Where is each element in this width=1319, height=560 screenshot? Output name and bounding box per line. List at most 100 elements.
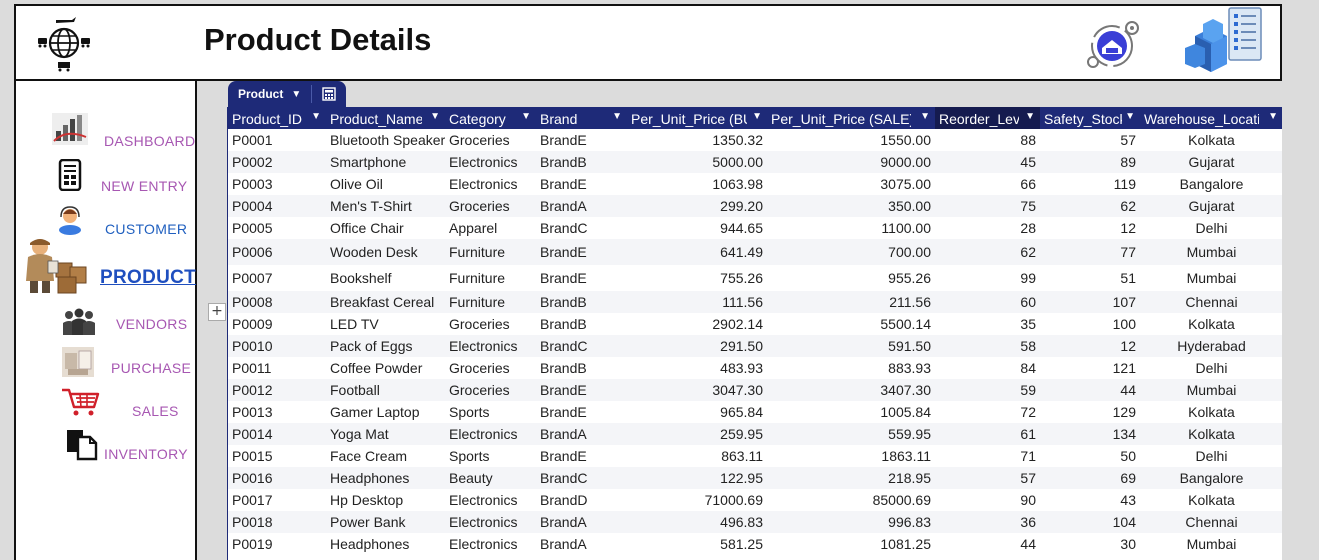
- chevron-down-icon[interactable]: ▼: [311, 111, 321, 122]
- table-cell-price-sale: 1550.00: [880, 132, 931, 148]
- table-cell-warehouse-location: Delhi: [1195, 360, 1228, 376]
- table-cell-product-id: P0005: [232, 220, 273, 236]
- table-cell-warehouse-location: Delhi: [1195, 448, 1228, 464]
- tab-divider: [311, 85, 313, 103]
- table-cell-product-name: Coffee Powder: [330, 360, 423, 376]
- sidebar-item-inventory[interactable]: INVENTORY: [16, 429, 197, 469]
- table-row[interactable]: P0008 Breakfast Cereal Furniture BrandB 111.…: [228, 291, 1282, 313]
- expand-button[interactable]: +: [208, 303, 226, 321]
- sidebar-item-new-entry[interactable]: NEW ENTRY: [16, 157, 197, 197]
- table-cell-brand: BrandE: [536, 379, 627, 401]
- table-cell-product-name: Men's T-Shirt: [326, 195, 445, 217]
- table-cell-brand: BrandD: [540, 492, 588, 508]
- table-cell-price-buy: 641.49: [627, 239, 767, 265]
- table-row[interactable]: P0006 Wooden Desk Furniture BrandE 641.49 700…: [228, 239, 1282, 265]
- chevron-down-icon[interactable]: ▼: [521, 111, 531, 122]
- chevron-down-icon[interactable]: ▼: [752, 111, 762, 122]
- table-row[interactable]: P0007 Bookshelf Furniture BrandE 755.26 955.2…: [228, 265, 1282, 291]
- table-cell-warehouse-location: Mumbai: [1186, 270, 1237, 286]
- table-row[interactable]: P0017 Hp Desktop Electronics BrandD 71000.69…: [228, 489, 1282, 511]
- table-row[interactable]: P0011 Coffee Powder Groceries BrandB 483.93 8…: [228, 357, 1282, 379]
- column-header-label: Per_Unit_Price (SALE): [771, 110, 911, 127]
- table-cell-product-name: Bookshelf: [330, 270, 392, 286]
- chevron-down-icon[interactable]: ▼: [430, 111, 440, 122]
- tab-product[interactable]: Product ▼: [228, 81, 311, 107]
- column-header-product-name[interactable]: Product_Name ▼: [326, 107, 445, 129]
- table-cell-product-name: Breakfast Cereal: [326, 291, 445, 313]
- table-cell-safety-stock: 30: [1120, 536, 1136, 552]
- column-header-label: Safety_Stock: [1044, 110, 1122, 127]
- table-row[interactable]: P0016 Headphones Beauty BrandC 122.95 218.95 5…: [228, 467, 1282, 489]
- table-cell-product-id: P0019: [232, 536, 273, 552]
- table-row[interactable]: P0012 Football Groceries BrandE 3047.30 3407.…: [228, 379, 1282, 401]
- table-cell-price-sale: 85000.69: [872, 492, 931, 508]
- column-header-reorder-level[interactable]: Reorder_Level ▼: [935, 107, 1040, 129]
- chevron-down-icon[interactable]: ▼: [1125, 111, 1135, 122]
- table-cell-reorder-level: 84: [1020, 360, 1036, 376]
- table-cell-category: Sports: [449, 404, 490, 420]
- table-row[interactable]: P0014 Yoga Mat Electronics BrandA 259.95 559.…: [228, 423, 1282, 445]
- table-cell-product-name: Smartphone: [326, 151, 445, 173]
- table-cell-reorder-level: 35: [1020, 316, 1036, 332]
- sidebar-item-purchase[interactable]: PURCHASE: [16, 347, 197, 387]
- column-header-price-buy[interactable]: Per_Unit_Price (BUY) ▼: [627, 107, 767, 129]
- table-row[interactable]: P0013 Gamer Laptop Sports BrandE 965.84 1005.…: [228, 401, 1282, 423]
- sidebar-item-customer[interactable]: CUSTOMER: [16, 201, 197, 241]
- chevron-down-icon[interactable]: ▼: [1025, 111, 1035, 122]
- table-cell-price-sale: 218.95: [767, 467, 935, 489]
- table-cell-warehouse-location: Mumbai: [1140, 239, 1282, 265]
- table-cell-price-buy: 122.95: [627, 467, 767, 489]
- table-cell-safety-stock: 104: [1040, 511, 1140, 533]
- column-header-price-sale[interactable]: Per_Unit_Price (SALE) ▼: [767, 107, 935, 129]
- table-cell-reorder-level: 36: [935, 511, 1040, 533]
- table-row[interactable]: P0009 LED TV Groceries BrandB 2902.14 5500.14…: [228, 313, 1282, 335]
- table-row[interactable]: P0015 Face Cream Sports BrandE 863.11 1863.11…: [228, 445, 1282, 467]
- table-cell-safety-stock: 69: [1040, 467, 1140, 489]
- sidebar-item-dashboard[interactable]: DASHBOARD: [16, 111, 197, 151]
- table-cell-product-id: P0003: [232, 176, 273, 192]
- sidebar-item-label: NEW ENTRY: [101, 178, 188, 194]
- chevron-down-icon[interactable]: ▼: [1268, 111, 1278, 122]
- table-cell-category: Groceries: [445, 195, 536, 217]
- table-cell-product-id: P0015: [232, 448, 273, 464]
- calculator-button[interactable]: [312, 81, 346, 107]
- table-cell-price-sale: 1863.11: [881, 448, 931, 464]
- table-header-row: Product_ID ▼ Product_Name ▼ Category ▼ Brand ▼ P…: [228, 107, 1282, 129]
- table-cell-product-id: P0006: [228, 239, 326, 265]
- column-header-warehouse-location[interactable]: Warehouse_Location ▼: [1140, 107, 1282, 129]
- global-logistics-logo-icon: [38, 17, 90, 72]
- sidebar-item-label: INVENTORY: [104, 446, 188, 462]
- column-header-safety-stock[interactable]: Safety_Stock ▼: [1040, 107, 1140, 129]
- table-cell-warehouse-location: Gujarat: [1140, 195, 1282, 217]
- table-cell-brand: BrandE: [540, 270, 587, 286]
- column-header-category[interactable]: Category ▼: [445, 107, 536, 129]
- table-row[interactable]: P0019 Headphones Electronics BrandA 581.25 10…: [228, 533, 1282, 555]
- table-cell-reorder-level: 58: [935, 335, 1040, 357]
- sidebar-item-vendors[interactable]: VENDORS: [16, 305, 197, 345]
- table-cell-safety-stock: 121: [1112, 360, 1136, 376]
- table-cell-reorder-level: 61: [935, 423, 1040, 445]
- table-row[interactable]: P0005 Office Chair Apparel BrandC 944.65 1100…: [228, 217, 1282, 239]
- table-cell-safety-stock: 57: [1120, 132, 1136, 148]
- table-row[interactable]: P0004 Men's T-Shirt Groceries BrandA 299.20 3…: [228, 195, 1282, 217]
- people-icon: [63, 308, 95, 335]
- table-row[interactable]: P0001 Bluetooth Speaker Groceries BrandE 135…: [228, 129, 1282, 151]
- tab-product-label: Product: [238, 87, 284, 101]
- chevron-down-icon[interactable]: ▼: [612, 111, 622, 122]
- table-cell-brand: BrandA: [540, 536, 587, 552]
- table-cell-category: Beauty: [445, 467, 536, 489]
- table-cell-safety-stock: 12: [1120, 220, 1136, 236]
- column-header-brand[interactable]: Brand ▼: [536, 107, 627, 129]
- table-row[interactable]: P0018 Power Bank Electronics BrandA 496.83 99…: [228, 511, 1282, 533]
- chevron-down-icon[interactable]: ▼: [920, 111, 930, 122]
- table-cell-product-id: P0012: [228, 379, 326, 401]
- column-header-product-id[interactable]: Product_ID ▼: [228, 107, 326, 129]
- table-cell-reorder-level: 72: [1020, 404, 1036, 420]
- sidebar-item-sales[interactable]: SALES: [16, 387, 197, 427]
- table-cell-category: Electronics: [449, 536, 518, 552]
- table-row[interactable]: P0002 Smartphone Electronics BrandB 5000.00 9…: [228, 151, 1282, 173]
- sidebar-item-product[interactable]: PRODUCT: [16, 237, 197, 297]
- table-row[interactable]: P0003 Olive Oil Electronics BrandE 1063.98 30…: [228, 173, 1282, 195]
- table-row[interactable]: P0010 Pack of Eggs Electronics BrandC 291.50…: [228, 335, 1282, 357]
- table-cell-product-id: P0011: [232, 360, 272, 376]
